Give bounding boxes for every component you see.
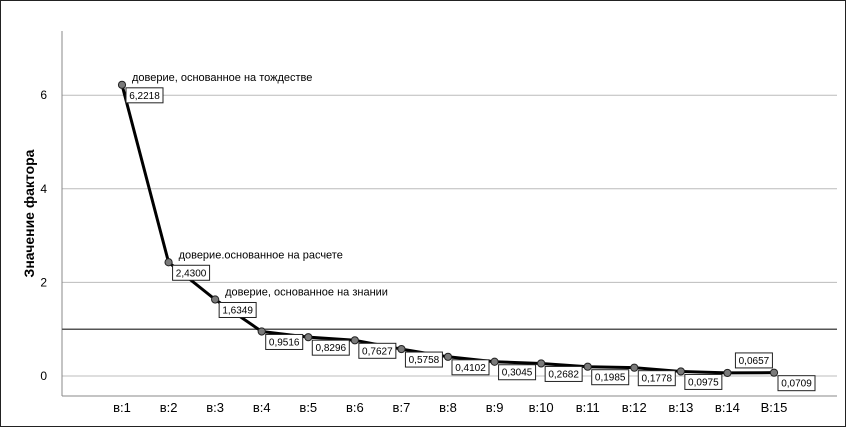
annotation-label: доверие, основанное на тождестве: [132, 72, 312, 84]
x-tick-label: в:11: [576, 400, 600, 415]
data-point: [443, 352, 453, 361]
x-tick-label: в:3: [206, 400, 224, 415]
data-label-box: [311, 339, 350, 356]
data-point: [117, 80, 127, 89]
y-tick-label: 4: [40, 182, 47, 196]
data-label: 0,7627: [362, 346, 393, 357]
data-point: [490, 357, 499, 366]
data-label-box: [218, 301, 257, 318]
y-tick-label: 2: [40, 275, 47, 289]
data-label-box: [777, 375, 816, 392]
data-label-box: [544, 365, 583, 382]
data-label-box: [498, 364, 537, 381]
data-label: 0,0709: [781, 379, 812, 390]
x-tick-label: в:6: [346, 400, 364, 415]
data-label-box: [404, 351, 443, 368]
data-label: 6,2218: [129, 91, 160, 102]
data-label: 0,1985: [595, 373, 626, 384]
data-label-box: [591, 369, 630, 386]
data-label-box: [637, 370, 676, 387]
data-label: 1,6349: [222, 305, 253, 316]
x-tick-label: в:4: [253, 400, 271, 415]
data-point: [397, 344, 406, 354]
data-point: [723, 368, 732, 378]
data-label-box: [358, 342, 397, 359]
x-tick-label: в:1: [113, 400, 131, 415]
data-label-box: [125, 87, 164, 104]
data-label: 0,3045: [502, 368, 533, 379]
data-point: [583, 362, 592, 371]
data-label: 2,4300: [176, 268, 207, 279]
data-point: [537, 359, 546, 368]
y-tick-label: 6: [40, 88, 47, 102]
x-tick-label: в:7: [393, 400, 411, 415]
data-label: 0,1778: [641, 374, 672, 385]
x-tick-label: в:5: [299, 400, 317, 415]
data-label: 0,9516: [269, 337, 300, 348]
data-label: 0,0657: [739, 356, 770, 367]
data-label-box: [734, 352, 773, 369]
annotation-label: доверие.основанное на расчете: [179, 249, 343, 261]
data-point: [769, 368, 779, 377]
x-tick-label: в:13: [668, 400, 693, 415]
data-label-box: [265, 333, 304, 350]
data-point: [676, 367, 685, 376]
y-axis-label: Значение фактора: [21, 149, 37, 277]
x-tick-label: в:8: [439, 400, 457, 415]
data-label: 0,8296: [315, 343, 346, 354]
data-point: [257, 327, 266, 336]
data-point: [164, 258, 173, 267]
data-label-box: [451, 359, 490, 376]
data-point: [211, 295, 220, 304]
x-tick-label: в:14: [715, 400, 740, 415]
x-tick-label: в:12: [622, 400, 647, 415]
data-label: 0,2682: [548, 369, 579, 380]
x-tick-label: в:2: [160, 400, 178, 415]
annotation-label: доверие, основанное на знании: [225, 286, 388, 298]
data-point: [630, 363, 639, 372]
x-tick-label: В:15: [761, 400, 788, 415]
x-tick-label: в:9: [486, 400, 504, 415]
data-label: 0,0975: [688, 377, 719, 388]
data-label: 0,5758: [409, 355, 440, 366]
data-point: [304, 333, 313, 342]
y-tick-label: 0: [40, 369, 47, 383]
data-point: [350, 336, 359, 345]
data-label-box: [172, 264, 211, 281]
x-tick-label: в:10: [529, 400, 554, 415]
data-label-box: [684, 373, 723, 390]
data-label: 0,4102: [455, 363, 486, 374]
